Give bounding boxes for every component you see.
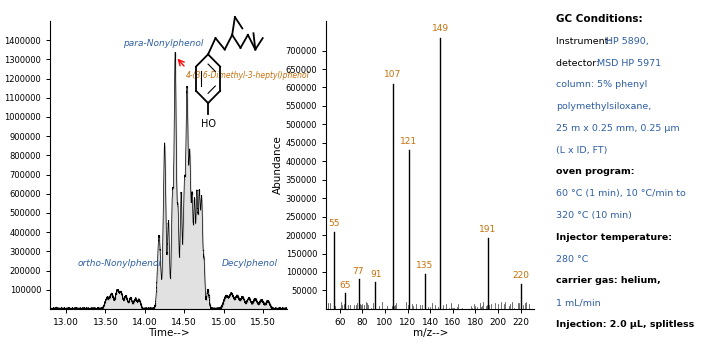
Text: Decylphenol: Decylphenol bbox=[222, 259, 278, 268]
Text: 320 °C (10 min): 320 °C (10 min) bbox=[556, 211, 632, 220]
Text: oven program:: oven program: bbox=[556, 167, 634, 177]
Text: Instrument:: Instrument: bbox=[556, 37, 614, 46]
Text: ortho-Nonylphenol: ortho-Nonylphenol bbox=[77, 259, 161, 268]
Text: 149: 149 bbox=[432, 24, 449, 33]
Text: 1 mL/min: 1 mL/min bbox=[556, 298, 600, 307]
Text: 60 °C (1 min), 10 °C/min to: 60 °C (1 min), 10 °C/min to bbox=[556, 189, 685, 198]
Text: MSD HP 5971: MSD HP 5971 bbox=[597, 59, 661, 68]
Text: carrier gas: helium,: carrier gas: helium, bbox=[556, 276, 660, 285]
Text: column: 5% phenyl: column: 5% phenyl bbox=[556, 80, 647, 90]
Text: 191: 191 bbox=[479, 225, 496, 234]
Text: Injection: 2.0 μL, splitless: Injection: 2.0 μL, splitless bbox=[556, 320, 694, 329]
Text: 135: 135 bbox=[416, 261, 433, 270]
Text: 91: 91 bbox=[370, 270, 381, 279]
Text: detector:: detector: bbox=[556, 59, 602, 68]
X-axis label: m/z-->: m/z--> bbox=[412, 328, 448, 338]
Text: 55: 55 bbox=[328, 219, 340, 228]
Text: 25 m x 0.25 mm, 0.25 μm: 25 m x 0.25 mm, 0.25 μm bbox=[556, 124, 679, 133]
Text: GC Conditions:: GC Conditions: bbox=[556, 14, 642, 24]
Text: polymethylsiloxane,: polymethylsiloxane, bbox=[556, 102, 651, 111]
Text: HO: HO bbox=[201, 119, 216, 129]
X-axis label: Time-->: Time--> bbox=[148, 328, 189, 338]
Text: Injector temperature:: Injector temperature: bbox=[556, 233, 672, 242]
Y-axis label: Abundance: Abundance bbox=[272, 135, 282, 194]
Text: 77: 77 bbox=[352, 267, 364, 276]
Text: 220: 220 bbox=[512, 271, 529, 280]
Text: para-Nonylphenol: para-Nonylphenol bbox=[123, 39, 203, 48]
Text: 4-(3,6-Dimethyl-3-heptyl)phenol: 4-(3,6-Dimethyl-3-heptyl)phenol bbox=[186, 71, 310, 80]
Text: 107: 107 bbox=[384, 70, 402, 79]
Text: HP 5890,: HP 5890, bbox=[606, 37, 648, 46]
Text: (L x ID, FT): (L x ID, FT) bbox=[556, 146, 607, 155]
Y-axis label: Abundance: Abundance bbox=[0, 135, 1, 194]
Text: 121: 121 bbox=[400, 137, 417, 146]
Text: 65: 65 bbox=[340, 281, 351, 290]
Text: 280 °C: 280 °C bbox=[556, 254, 588, 264]
